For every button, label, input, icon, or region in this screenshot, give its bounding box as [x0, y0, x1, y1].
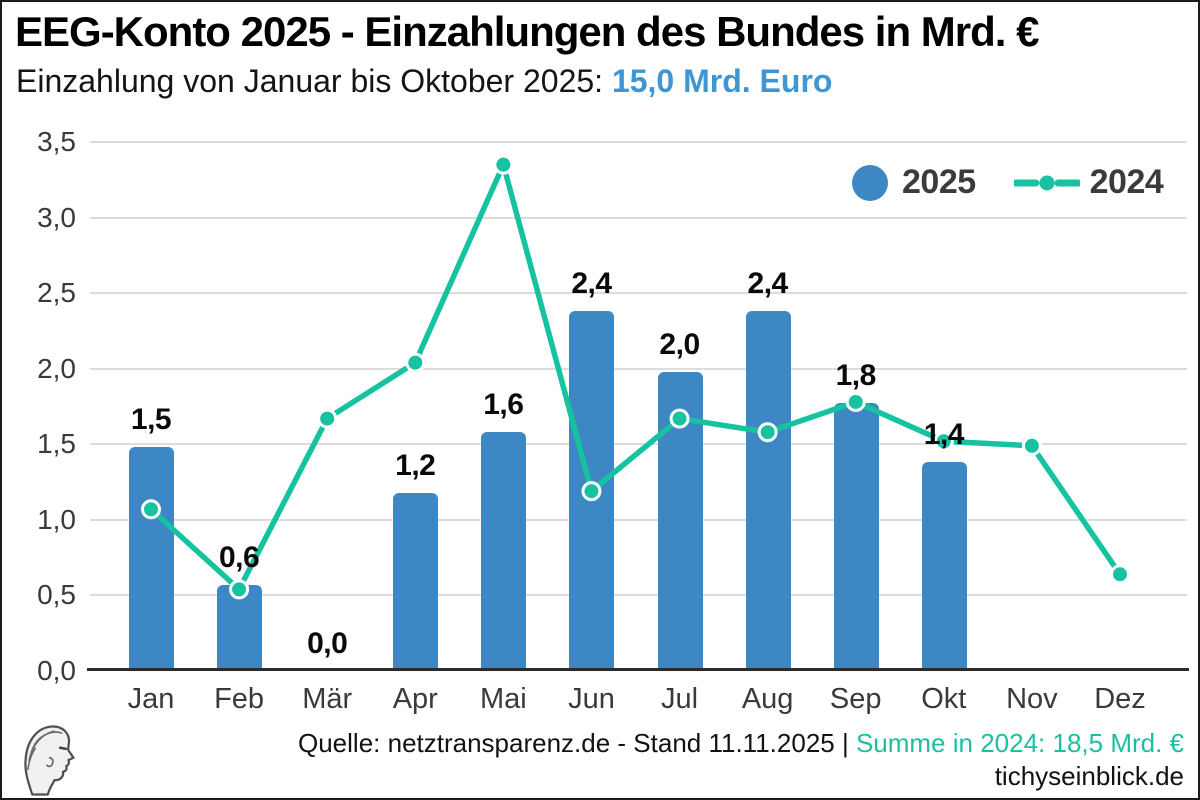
- legend: 2025 2024: [852, 163, 1164, 202]
- chart-subtitle: Einzahlung von Januar bis Oktober 2025: …: [16, 63, 832, 100]
- x-axis-label: Dez: [1094, 683, 1146, 715]
- x-axis-label: Okt: [921, 683, 967, 715]
- bar-value-label: 2,4: [571, 267, 612, 301]
- bar-2025: [481, 432, 527, 671]
- y-axis-tick-label: 3,5: [37, 126, 76, 157]
- grid-line: [90, 141, 1187, 143]
- grid-line: [90, 443, 1187, 446]
- line-marker: [229, 579, 250, 600]
- y-axis-tick-label: 0,0: [37, 655, 76, 686]
- x-axis-label: Nov: [1006, 683, 1058, 715]
- grid-line: [90, 594, 1187, 597]
- site-name: tichyseinblick.de: [994, 761, 1184, 791]
- bar-value-label: 0,0: [307, 627, 348, 660]
- bar-2025: [833, 403, 879, 671]
- summary-2024: Summe in 2024: 18,5 Mrd. €: [855, 728, 1184, 758]
- bar-value-label: 1,5: [130, 403, 172, 437]
- line-marker: [1109, 564, 1130, 585]
- legend-swatch-2024: [1013, 175, 1080, 190]
- footer: Quelle: netztransparenz.de - Stand 11.11…: [298, 727, 1184, 793]
- bar-value-label: 2,4: [747, 267, 789, 301]
- grid-line: [90, 518, 1187, 521]
- line-marker: [757, 422, 778, 443]
- grid-line: [90, 367, 1187, 370]
- bar-value-label: 1,4: [923, 418, 965, 452]
- bar-value-label: 1,6: [483, 388, 524, 422]
- x-axis-label: Jul: [660, 683, 699, 715]
- bar-2025: [921, 462, 967, 671]
- bar-2025: [129, 447, 174, 671]
- bar-value-label: 2,0: [659, 327, 700, 361]
- y-axis-tick-label: 3,0: [37, 201, 76, 233]
- x-axis-label: Sep: [829, 683, 882, 715]
- legend-label-2024: 2024: [1089, 163, 1164, 201]
- x-axis-label: Apr: [392, 683, 438, 715]
- x-axis-label: Aug: [741, 683, 794, 715]
- x-axis-label: Jan: [127, 683, 175, 715]
- legend-swatch-2025: [852, 164, 888, 201]
- line-marker: [141, 499, 161, 520]
- x-axis-label: Jun: [568, 683, 615, 715]
- grid-line: [90, 292, 1187, 295]
- x-axis-label: Mär: [302, 683, 353, 715]
- line-marker: [581, 481, 602, 502]
- subtitle-prefix: Einzahlung von Januar bis Oktober 2025:: [16, 63, 612, 99]
- source-line: Quelle: netztransparenz.de - Stand 11.11…: [298, 727, 1184, 760]
- chart-title: EEG-Konto 2025 - Einzahlungen des Bundes…: [15, 8, 1039, 55]
- x-axis-label: Mai: [479, 683, 527, 715]
- line-marker: [933, 431, 954, 452]
- bar-2025: [745, 311, 791, 671]
- y-axis-tick-label: 2,0: [37, 352, 76, 384]
- line-marker: [493, 154, 514, 175]
- y-axis-tick-label: 0,5: [37, 579, 76, 611]
- line-marker: [317, 408, 338, 429]
- line-marker: [1021, 435, 1042, 456]
- line-marker: [669, 408, 690, 429]
- x-axis-label: Feb: [214, 683, 265, 715]
- legend-label-2025: 2025: [902, 163, 976, 201]
- subtitle-highlight: 15,0 Mrd. Euro: [611, 63, 833, 99]
- bar-value-label: 1,8: [835, 359, 877, 393]
- bar-value-label: 0,6: [218, 540, 260, 574]
- line-marker: [845, 391, 866, 412]
- y-axis-tick-label: 1,5: [37, 428, 76, 460]
- bar-2025: [393, 492, 439, 671]
- source-text: Quelle: netztransparenz.de - Stand 11.11…: [298, 728, 856, 758]
- x-axis-line: [87, 668, 1189, 671]
- y-axis-tick-label: 2,5: [37, 277, 76, 309]
- bar-value-label: 1,2: [395, 448, 436, 482]
- y-axis-tick-label: 1,0: [37, 503, 76, 535]
- tichys-einblick-logo: [24, 725, 75, 796]
- line-marker: [405, 352, 426, 373]
- grid-line: [90, 216, 1187, 219]
